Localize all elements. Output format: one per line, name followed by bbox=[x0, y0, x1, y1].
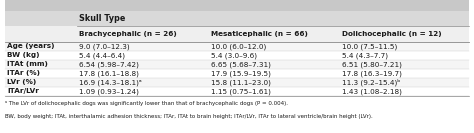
Text: Dolichocephalic (n = 12): Dolichocephalic (n = 12) bbox=[342, 31, 442, 37]
Text: 6.51 (5.80–7.21): 6.51 (5.80–7.21) bbox=[342, 61, 402, 68]
Text: 15.8 (11.1–23.0): 15.8 (11.1–23.0) bbox=[210, 79, 271, 86]
Bar bbox=[208, 69, 340, 78]
Bar bbox=[208, 60, 340, 69]
Text: BW (kg): BW (kg) bbox=[7, 52, 40, 58]
Text: 6.54 (5.98–7.42): 6.54 (5.98–7.42) bbox=[79, 61, 139, 68]
Bar bbox=[208, 51, 340, 60]
Bar bbox=[77, 87, 208, 96]
Bar bbox=[77, 69, 208, 78]
Text: 17.8 (16.1–18.8): 17.8 (16.1–18.8) bbox=[79, 70, 139, 77]
Bar bbox=[340, 87, 469, 96]
Text: 1.09 (0.93–1.24): 1.09 (0.93–1.24) bbox=[79, 88, 139, 95]
Bar bbox=[77, 42, 208, 51]
Bar bbox=[5, 26, 77, 42]
Text: 10.0 (7.5–11.5): 10.0 (7.5–11.5) bbox=[342, 43, 397, 50]
Text: Mesaticephalic (n = 66): Mesaticephalic (n = 66) bbox=[210, 31, 308, 37]
Text: 1.15 (0.75–1.61): 1.15 (0.75–1.61) bbox=[210, 88, 271, 95]
Bar bbox=[5, 51, 77, 60]
Text: ᵃ The LVr of dolichocephalic dogs was significantly lower than that of brachycep: ᵃ The LVr of dolichocephalic dogs was si… bbox=[5, 101, 288, 106]
Text: 6.65 (5.68–7.31): 6.65 (5.68–7.31) bbox=[210, 61, 271, 68]
Text: Age (years): Age (years) bbox=[7, 43, 55, 49]
Text: LVr (%): LVr (%) bbox=[7, 79, 36, 85]
Text: 5.4 (3.0–9.6): 5.4 (3.0–9.6) bbox=[210, 52, 256, 59]
Bar bbox=[5, 60, 77, 69]
Text: 5.4 (4.4–6.4): 5.4 (4.4–6.4) bbox=[79, 52, 125, 59]
Text: 10.0 (6.0–12.0): 10.0 (6.0–12.0) bbox=[210, 43, 266, 50]
Bar bbox=[340, 60, 469, 69]
Bar bbox=[5, 69, 77, 78]
Bar bbox=[340, 69, 469, 78]
Bar bbox=[77, 11, 469, 26]
Text: ITAr/LVr: ITAr/LVr bbox=[7, 88, 39, 94]
Bar bbox=[208, 26, 340, 42]
Bar bbox=[340, 51, 469, 60]
Bar bbox=[5, 42, 77, 51]
Text: 17.8 (16.3–19.7): 17.8 (16.3–19.7) bbox=[342, 70, 402, 77]
Text: 16.9 (14.3–18.1)ᵃ: 16.9 (14.3–18.1)ᵃ bbox=[79, 79, 142, 86]
Text: 1.43 (1.08–2.18): 1.43 (1.08–2.18) bbox=[342, 88, 402, 95]
Bar bbox=[208, 87, 340, 96]
Bar bbox=[5, 87, 77, 96]
Text: 17.9 (15.9–19.5): 17.9 (15.9–19.5) bbox=[210, 70, 271, 77]
Text: 5.4 (4.3–7.7): 5.4 (4.3–7.7) bbox=[342, 52, 388, 59]
Bar bbox=[208, 78, 340, 87]
Text: 11.3 (9.2–15.4)ᵇ: 11.3 (9.2–15.4)ᵇ bbox=[342, 79, 401, 86]
Bar bbox=[5, 11, 77, 26]
Text: BW, body weight; ITAt, interthalamic adhesion thickness; ITAr, ITAt to brain hei: BW, body weight; ITAt, interthalamic adh… bbox=[5, 114, 373, 119]
Bar bbox=[340, 26, 469, 42]
Bar bbox=[77, 51, 208, 60]
Bar bbox=[340, 78, 469, 87]
Bar bbox=[340, 42, 469, 51]
Text: ITAr (%): ITAr (%) bbox=[7, 70, 40, 76]
Bar bbox=[77, 26, 208, 42]
Text: Brachycephalic (n = 26): Brachycephalic (n = 26) bbox=[79, 31, 177, 37]
Text: Skull Type: Skull Type bbox=[79, 14, 126, 23]
Bar bbox=[77, 78, 208, 87]
Bar bbox=[5, 0, 469, 11]
Bar bbox=[5, 78, 77, 87]
Text: 9.0 (7.0–12.3): 9.0 (7.0–12.3) bbox=[79, 43, 130, 50]
Bar bbox=[77, 60, 208, 69]
Bar bbox=[208, 42, 340, 51]
Text: ITAt (mm): ITAt (mm) bbox=[7, 61, 48, 67]
